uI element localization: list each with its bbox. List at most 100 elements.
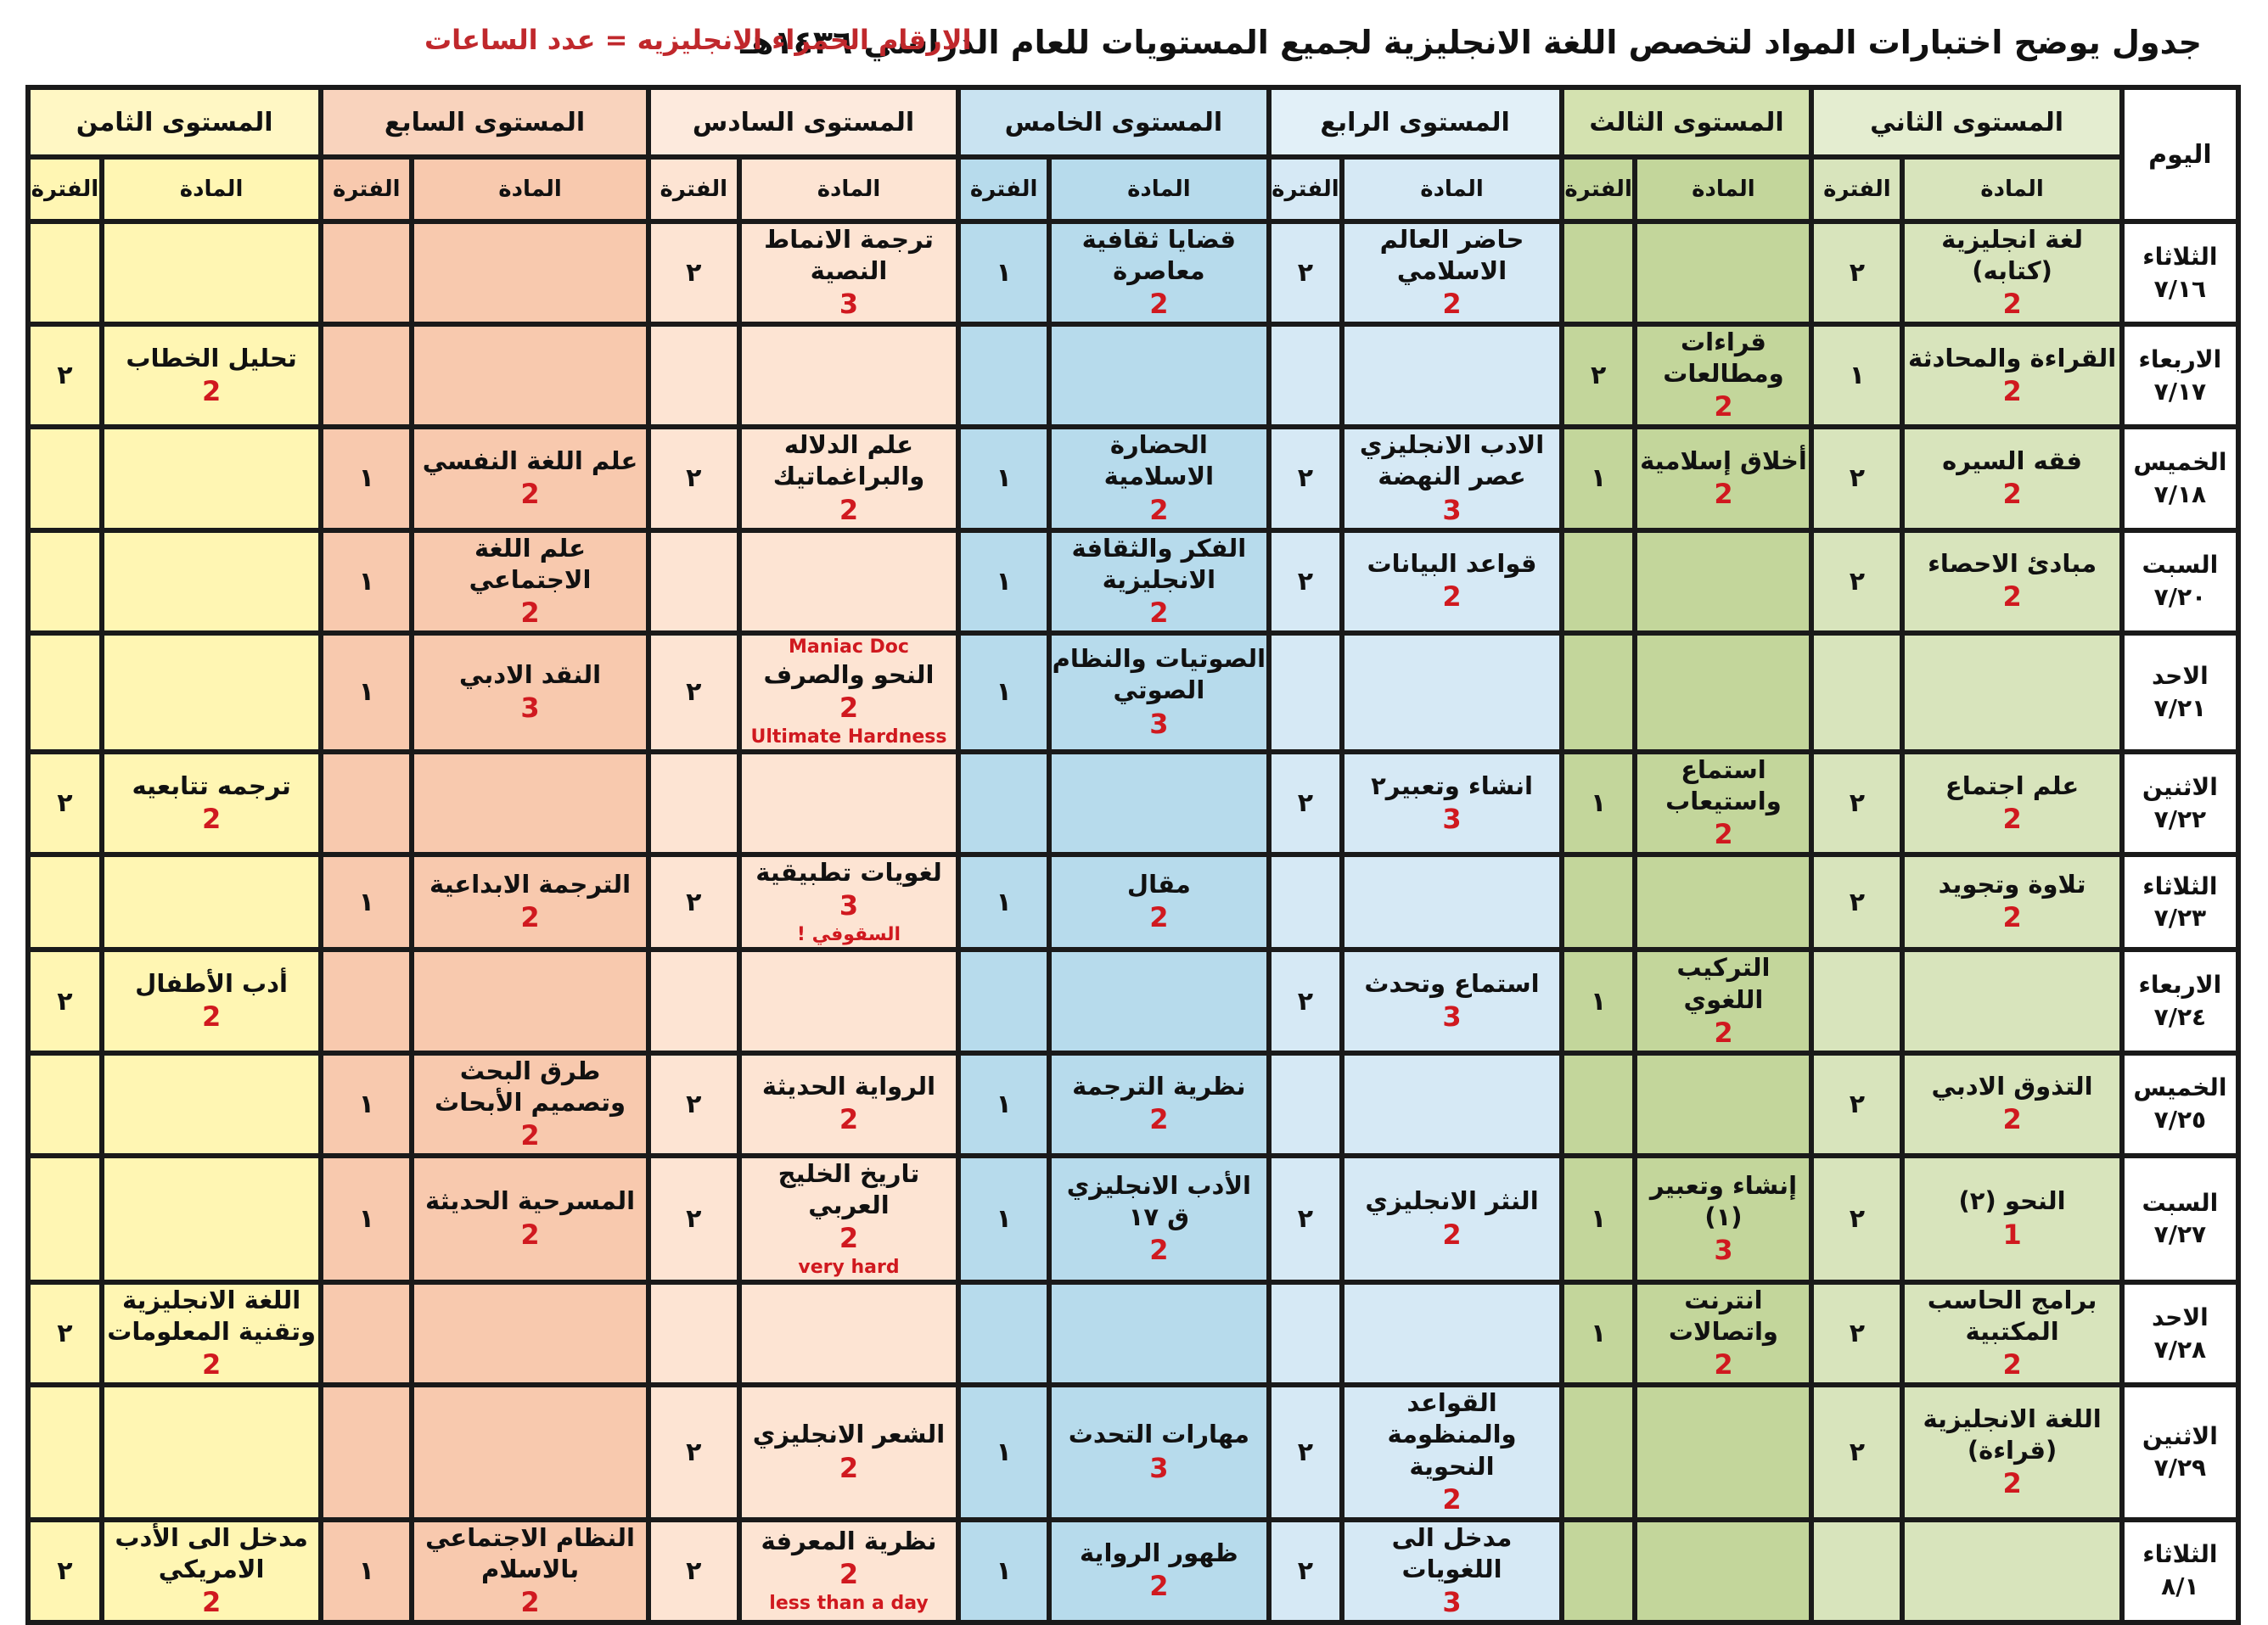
period-cell: ٢ xyxy=(650,1157,737,1280)
subject-cell xyxy=(741,1285,957,1383)
subject-cell: قواعد البيانات 2 xyxy=(1345,532,1559,630)
subject-name: تحليل الخطاب xyxy=(126,343,297,373)
day-column-header: اليوم xyxy=(2124,90,2236,219)
subject-cell: الترجمة الابداعية 2 xyxy=(414,857,646,948)
subject-cell xyxy=(1345,857,1559,948)
period-header: الفترة xyxy=(1563,160,1633,219)
day-date: ٧/٢٧ xyxy=(2153,1220,2207,1249)
day-name: الثلاثاء xyxy=(2142,1540,2218,1569)
schedule-row: الاربعاء ٧/١٧ القراءة والمحادثة 2 ١ قراءات وم… xyxy=(31,327,2236,425)
subject-name: مبادئ الاحصاء xyxy=(1928,549,2097,579)
subject-name: مدخل الى اللغويات xyxy=(1391,1522,1513,1583)
subject-cell: الادب الانجليزي عصر النهضة 3 xyxy=(1345,429,1559,528)
schedule-row: السبت ٧/٢٠ مبادئ الاحصاء 2 ٢ قواعد البيانات 2 ٢… xyxy=(31,532,2236,630)
subject-cell: المسرحية الحديثة 2 xyxy=(414,1157,646,1280)
subject-cell xyxy=(104,429,319,528)
subject-cell: النظام الاجتماعي بالاسلام 2 xyxy=(414,1521,646,1620)
credit-hours: 2 xyxy=(2002,1467,2022,1500)
period-cell: ٢ xyxy=(650,1055,737,1153)
subject-cell: الصوتيات والنظام الصوتي 3 xyxy=(1052,635,1266,750)
period-cell xyxy=(961,754,1047,853)
subject-name: علم اللغة الاجتماعي xyxy=(469,533,592,594)
credit-hours: 2 xyxy=(1149,901,1169,934)
day-date: ٧/١٨ xyxy=(2153,479,2207,508)
subject-cell: أخلاق إسلامية 2 xyxy=(1637,429,1810,528)
credit-hours: 2 xyxy=(520,1118,540,1152)
day-cell: الاربعاء ٧/٢٤ xyxy=(2124,952,2236,1051)
day-date: ٧/١٦ xyxy=(2153,274,2207,303)
period-cell xyxy=(1814,635,1900,750)
subject-name: قضايا ثقافية معاصرة xyxy=(1081,225,1237,286)
subject-cell: مدخل الى اللغويات 3 xyxy=(1345,1521,1559,1620)
period-cell xyxy=(31,532,99,630)
period-cell xyxy=(31,224,99,322)
subject-name: ترجمة الانماط النصية xyxy=(764,225,934,286)
period-cell xyxy=(650,327,737,425)
period-header: الفترة xyxy=(650,160,737,219)
credit-hours: 2 xyxy=(520,1585,540,1618)
period-cell xyxy=(323,952,410,1051)
subject-cell xyxy=(741,754,957,853)
subject-header: المادة xyxy=(414,160,646,219)
page-title: جدول يوضح اختبارات المواد لتخصص اللغة ال… xyxy=(740,24,2202,61)
subject-name: النثر الانجليزي xyxy=(1365,1186,1539,1216)
subject-name: ظهور الرواية xyxy=(1079,1538,1238,1568)
subject-cell: إنشاء وتعبير (١) 3 xyxy=(1637,1157,1810,1280)
period-cell xyxy=(31,1387,99,1517)
credit-hours: 2 xyxy=(2002,374,2022,407)
subject-name: الترجمة الابداعية xyxy=(429,870,632,899)
subject-name: الرواية الحديثة xyxy=(761,1072,936,1101)
subject-name: الحضارة الاسلامية xyxy=(1103,430,1215,491)
subject-cell: قضايا ثقافية معاصرة 2 xyxy=(1052,224,1266,322)
period-cell xyxy=(650,952,737,1051)
period-cell xyxy=(650,754,737,853)
subject-name: استماع وتحدث xyxy=(1364,969,1540,998)
credit-hours: 2 xyxy=(1149,1103,1169,1136)
period-cell: ٢ xyxy=(650,429,737,528)
day-date: ٧/٢٣ xyxy=(2153,904,2207,933)
subject-cell: قراءات ومطالعات 2 xyxy=(1637,327,1810,425)
exam-schedule-table: اليوم المستوى الثاني المستوى الثالث المستو… xyxy=(25,85,2241,1625)
period-cell xyxy=(1271,635,1340,750)
subject-cell: أدب الأطفال 2 xyxy=(104,952,319,1051)
period-cell: ٢ xyxy=(1271,532,1340,630)
period-cell: ٢ xyxy=(1814,1157,1900,1280)
period-header: الفترة xyxy=(31,160,99,219)
period-cell xyxy=(1563,532,1633,630)
subject-name: لغويات تطبيقية xyxy=(755,858,942,888)
period-cell: ٢ xyxy=(650,635,737,750)
subject-name: قراءات ومطالعات xyxy=(1663,328,1784,389)
level-header-row: اليوم المستوى الثاني المستوى الثالث المستو… xyxy=(31,90,2236,219)
period-cell: ٢ xyxy=(31,1285,99,1383)
credit-hours: 2 xyxy=(2002,802,2022,835)
credit-hours: 3 xyxy=(839,889,859,922)
period-cell xyxy=(1271,1285,1340,1383)
subject-cell: انترنت واتصالات 2 xyxy=(1637,1285,1810,1383)
period-cell: ١ xyxy=(961,1387,1047,1517)
subject-cell: التذوق الادبي 2 xyxy=(1905,1055,2119,1153)
subject-name: اللغة الانجليزية وتقنية المعلومات xyxy=(107,1286,316,1347)
subject-name: التركيب اللغوي xyxy=(1676,953,1771,1014)
subject-cell: ترجمة الانماط النصية 3 xyxy=(741,224,957,322)
day-name: الخميس xyxy=(2133,1073,2227,1102)
period-cell: ١ xyxy=(1563,429,1633,528)
subject-name: النقد الادبي xyxy=(459,659,602,689)
credit-hours: 2 xyxy=(1149,493,1169,526)
period-header: الفترة xyxy=(961,160,1047,219)
period-cell: ٢ xyxy=(31,327,99,425)
period-cell: ٢ xyxy=(1563,327,1633,425)
credit-hours: 2 xyxy=(1442,580,1462,614)
period-cell: ٢ xyxy=(1814,224,1900,322)
hours-note: الارقام الحمراء الانجليزيه = عدد الساعات xyxy=(424,24,972,56)
subject-cell: ظهور الرواية 2 xyxy=(1052,1521,1266,1620)
subject-cell xyxy=(414,327,646,425)
credit-hours: 2 xyxy=(1714,1016,1733,1049)
subject-cell: مقال 2 xyxy=(1052,857,1266,948)
schedule-row: الثلاثاء ٧/١٦ لغة انجليزية (كتابه) 2 ٢ حاضر ا… xyxy=(31,224,2236,322)
subject-header: المادة xyxy=(1905,160,2119,219)
subject-cell xyxy=(1052,754,1266,853)
subject-cell xyxy=(1345,327,1559,425)
period-cell: ٢ xyxy=(1271,429,1340,528)
subject-cell xyxy=(104,857,319,948)
period-cell xyxy=(650,1285,737,1383)
